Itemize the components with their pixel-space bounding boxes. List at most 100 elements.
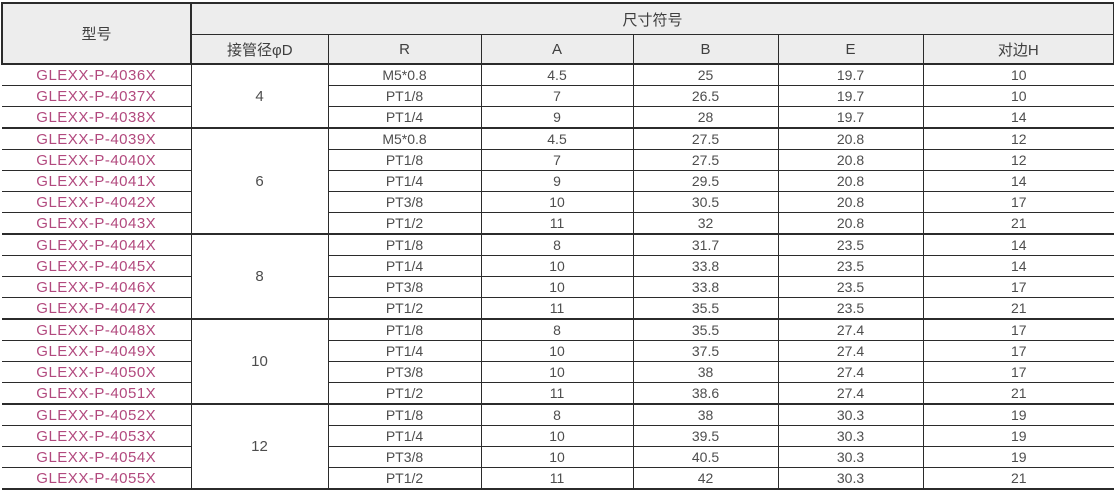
- thread-r-cell: PT1/8: [327, 318, 481, 341]
- dim-b-cell: 27.5: [632, 149, 778, 171]
- dim-b-cell: 38: [632, 403, 778, 426]
- thread-r-cell: PT1/2: [327, 382, 481, 404]
- dim-a-cell: 4.5: [480, 63, 633, 86]
- thread-r-cell: M5*0.8: [327, 127, 481, 150]
- dim-h-cell: 19: [922, 403, 1114, 426]
- dim-h-cell: 21: [922, 467, 1114, 489]
- dim-h-cell: 12: [922, 127, 1114, 150]
- table-row: GLEXX-P-4045X PT1/4 10 33.8 23.5 14: [2, 255, 1114, 277]
- dim-b-cell: 42: [632, 467, 778, 489]
- dim-h-cell: 17: [922, 191, 1114, 213]
- dim-b-cell: 39.5: [632, 425, 778, 447]
- thread-r-cell: PT1/2: [327, 467, 481, 489]
- dim-a-cell: 8: [480, 318, 633, 341]
- model-number-cell: GLEXX-P-4041X: [2, 170, 191, 192]
- dim-a-cell: 11: [480, 382, 633, 404]
- dim-b-cell: 32: [632, 212, 778, 234]
- model-number-cell: GLEXX-P-4044X: [2, 233, 191, 256]
- dim-e-cell: 23.5: [777, 276, 923, 298]
- dim-b-cell: 40.5: [632, 446, 778, 468]
- table-row: GLEXX-P-4037X PT1/8 7 26.5 19.7 10: [2, 85, 1114, 107]
- thread-r-cell: PT1/8: [327, 403, 481, 426]
- dim-e-cell: 20.8: [777, 212, 923, 234]
- dim-b-cell: 35.5: [632, 297, 778, 319]
- dim-a-cell: 10: [480, 255, 633, 277]
- table-row: GLEXX-P-4038X PT1/4 9 28 19.7 14: [2, 106, 1114, 128]
- dim-b-cell: 37.5: [632, 340, 778, 362]
- thread-r-cell: M5*0.8: [327, 63, 481, 86]
- dim-b-cell: 33.8: [632, 255, 778, 277]
- dim-e-cell: 30.3: [777, 403, 923, 426]
- table-row: GLEXX-P-4040X PT1/8 7 27.5 20.8 12: [2, 149, 1114, 171]
- dim-e-cell: 20.8: [777, 170, 923, 192]
- model-number-cell: GLEXX-P-4038X: [2, 106, 191, 128]
- thread-r-cell: PT1/4: [327, 425, 481, 447]
- dim-h-cell: 12: [922, 149, 1114, 171]
- pipe-diameter-cell: 4: [190, 63, 328, 128]
- thread-r-cell: PT1/4: [327, 170, 481, 192]
- model-number-cell: GLEXX-P-4042X: [2, 191, 191, 213]
- table-row: GLEXX-P-4041X PT1/4 9 29.5 20.8 14: [2, 170, 1114, 192]
- column-header-model: 型号: [1, 2, 192, 65]
- dim-e-cell: 30.3: [777, 446, 923, 468]
- column-header-a: A: [480, 34, 634, 65]
- thread-r-cell: PT1/8: [327, 85, 481, 107]
- dim-a-cell: 4.5: [480, 127, 633, 150]
- column-header-r: R: [327, 34, 482, 65]
- column-header-e: E: [777, 34, 924, 65]
- pipe-diameter-cell: 10: [190, 318, 328, 404]
- dim-e-cell: 23.5: [777, 255, 923, 277]
- dim-h-cell: 17: [922, 276, 1114, 298]
- thread-r-cell: PT3/8: [327, 276, 481, 298]
- model-number-cell: GLEXX-P-4053X: [2, 425, 191, 447]
- dim-h-cell: 21: [922, 297, 1114, 319]
- dim-a-cell: 11: [480, 467, 633, 489]
- dim-h-cell: 10: [922, 85, 1114, 107]
- thread-r-cell: PT1/8: [327, 233, 481, 256]
- model-number-cell: GLEXX-P-4043X: [2, 212, 191, 234]
- model-number-cell: GLEXX-P-4046X: [2, 276, 191, 298]
- column-group-header-dimension-symbols: 尺寸符号: [190, 2, 1114, 35]
- column-header-h: 对边H: [922, 34, 1114, 65]
- table-row: GLEXX-P-4039X 6 M5*0.8 4.5 27.5 20.8 12: [2, 127, 1114, 234]
- model-number-cell: GLEXX-P-4054X: [2, 446, 191, 468]
- dim-a-cell: 11: [480, 212, 633, 234]
- dim-e-cell: 27.4: [777, 340, 923, 362]
- thread-r-cell: PT3/8: [327, 446, 481, 468]
- dim-h-cell: 21: [922, 382, 1114, 404]
- table-row: GLEXX-P-4052X 12 PT1/8 8 38 30.3 19: [2, 403, 1114, 489]
- pipe-diameter-cell: 8: [190, 233, 328, 319]
- table-row: GLEXX-P-4049X PT1/4 10 37.5 27.4 17: [2, 340, 1114, 362]
- table-row: GLEXX-P-4046X PT3/8 10 33.8 23.5 17: [2, 276, 1114, 298]
- dim-b-cell: 26.5: [632, 85, 778, 107]
- model-number-cell: GLEXX-P-4052X: [2, 403, 191, 426]
- dim-e-cell: 19.7: [777, 85, 923, 107]
- dim-b-cell: 38: [632, 361, 778, 383]
- dim-a-cell: 10: [480, 361, 633, 383]
- table-row: GLEXX-P-4055X PT1/2 11 42 30.3 21: [2, 467, 1114, 489]
- table-row: GLEXX-P-4054X PT3/8 10 40.5 30.3 19: [2, 446, 1114, 468]
- dim-a-cell: 8: [480, 233, 633, 256]
- dim-b-cell: 25: [632, 63, 778, 86]
- dim-h-cell: 19: [922, 425, 1114, 447]
- dim-a-cell: 10: [480, 276, 633, 298]
- dim-h-cell: 17: [922, 361, 1114, 383]
- dim-h-cell: 19: [922, 446, 1114, 468]
- table-body: GLEXX-P-4036X 4 M5*0.8 4.5 25 19.7 10 GLEXX-P-4…: [2, 63, 1114, 489]
- dim-h-cell: 14: [922, 233, 1114, 256]
- dim-e-cell: 27.4: [777, 318, 923, 341]
- model-number-cell: GLEXX-P-4055X: [2, 467, 191, 489]
- dim-a-cell: 10: [480, 191, 633, 213]
- thread-r-cell: PT3/8: [327, 361, 481, 383]
- dim-h-cell: 10: [922, 63, 1114, 86]
- dim-b-cell: 30.5: [632, 191, 778, 213]
- dim-a-cell: 7: [480, 85, 633, 107]
- model-number-cell: GLEXX-P-4048X: [2, 318, 191, 341]
- dim-e-cell: 20.8: [777, 149, 923, 171]
- model-number-cell: GLEXX-P-4037X: [2, 85, 191, 107]
- model-number-cell: GLEXX-P-4047X: [2, 297, 191, 319]
- dim-a-cell: 9: [480, 106, 633, 128]
- dim-b-cell: 28: [632, 106, 778, 128]
